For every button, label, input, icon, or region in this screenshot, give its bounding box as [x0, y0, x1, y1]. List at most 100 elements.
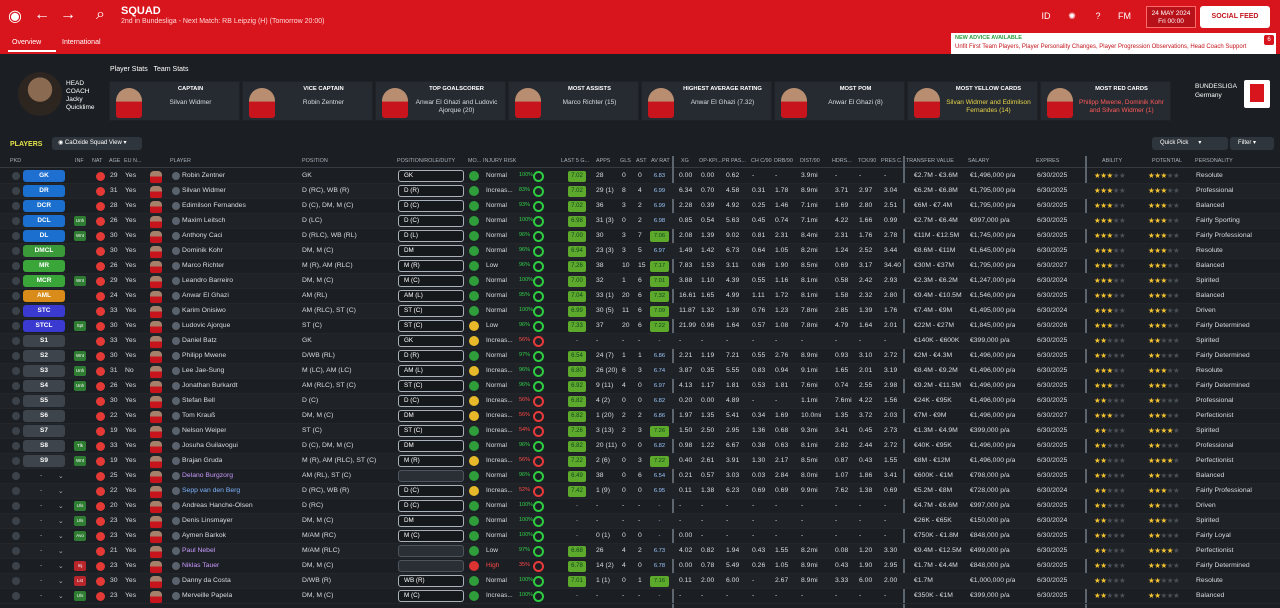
- card-value[interactable]: Anwar El Ghazi (7.32): [690, 99, 755, 106]
- nationality-flag-icon[interactable]: [96, 532, 105, 541]
- position-slot[interactable]: -: [40, 472, 43, 479]
- select-toggle[interactable]: [12, 487, 20, 495]
- role-select[interactable]: GK: [398, 170, 464, 182]
- table-row[interactable]: S5 30 Yes Stefan Bell D (C) D (C) Increas... 56…: [0, 394, 1280, 409]
- select-toggle[interactable]: [12, 562, 20, 570]
- column-header[interactable]: PR PAS...: [722, 158, 746, 164]
- player-name[interactable]: Sepp van den Berg: [182, 487, 241, 494]
- player-name[interactable]: Andreas Hanche-Olsen: [182, 502, 253, 509]
- globe-icon[interactable]: ✺: [1068, 11, 1076, 21]
- select-toggle[interactable]: [12, 202, 20, 210]
- position-slot[interactable]: S7: [23, 425, 65, 437]
- nationality-flag-icon[interactable]: [96, 322, 105, 331]
- stat-card[interactable]: HIGHEST AVERAGE RATING Anwar El Ghazi (7.…: [641, 81, 772, 121]
- nationality-flag-icon[interactable]: [96, 442, 105, 451]
- stat-card[interactable]: MOST RED CARDS Philipp Mwene, Dominik Koh…: [1040, 81, 1171, 121]
- select-toggle[interactable]: [12, 502, 20, 510]
- select-toggle[interactable]: [12, 577, 20, 585]
- card-value[interactable]: Philipp Mwene, Dominik Kohr and Silvan W…: [1079, 99, 1164, 114]
- info-badge[interactable]: Wnt: [74, 231, 86, 241]
- column-header[interactable]: ABILITY: [1102, 158, 1123, 164]
- table-row[interactable]: MCR Wnt 29 Yes Leandro Barreiro DM, M (C) M (C…: [0, 274, 1280, 289]
- position-slot[interactable]: -: [40, 592, 43, 599]
- nationality-flag-icon[interactable]: [96, 277, 105, 286]
- table-row[interactable]: - ⌄ Lst 30 Yes Danny da Costa D/WB (R) WB (R) No…: [0, 574, 1280, 589]
- stat-card[interactable]: MOST POM Anwar El Ghazi (8): [774, 81, 905, 121]
- table-row[interactable]: - ⌄ U/s 20 Yes Andreas Hanche-Olsen D (RC) D (C…: [0, 499, 1280, 514]
- advice-panel[interactable]: NEW ADVICE AVAILABLE Unfit First Team Pl…: [948, 33, 1276, 54]
- nationality-flag-icon[interactable]: [96, 337, 105, 346]
- column-header[interactable]: SALARY: [968, 158, 990, 164]
- role-select[interactable]: M (R): [398, 260, 464, 272]
- position-slot[interactable]: DCR: [23, 200, 65, 212]
- nationality-flag-icon[interactable]: [96, 202, 105, 211]
- table-row[interactable]: S8 Tlk 33 Yes Josuha Guilavogui D (C), DM, M …: [0, 439, 1280, 454]
- role-select[interactable]: [398, 545, 464, 557]
- column-header[interactable]: AV RAT: [651, 158, 670, 164]
- position-slot[interactable]: S6: [23, 410, 65, 422]
- column-header[interactable]: OP-KP/...: [699, 158, 722, 164]
- position-slot[interactable]: -: [40, 502, 43, 509]
- position-slot[interactable]: S5: [23, 395, 65, 407]
- player-name[interactable]: Denis Linsmayer: [182, 517, 233, 524]
- role-select[interactable]: M (C): [398, 275, 464, 287]
- column-header[interactable]: NAT: [92, 158, 103, 164]
- nationality-flag-icon[interactable]: [96, 352, 105, 361]
- position-slot[interactable]: S4: [23, 380, 65, 392]
- column-header[interactable]: XG: [681, 158, 689, 164]
- role-select[interactable]: [398, 560, 464, 572]
- id-label[interactable]: ID: [1041, 11, 1051, 21]
- info-badge[interactable]: Spt: [74, 321, 86, 331]
- column-header[interactable]: AST: [636, 158, 647, 164]
- chevron-down-icon[interactable]: ⌄: [58, 593, 64, 600]
- role-select[interactable]: D (R): [398, 350, 464, 362]
- nationality-flag-icon[interactable]: [96, 262, 105, 271]
- position-slot[interactable]: -: [40, 532, 43, 539]
- table-row[interactable]: - ⌄ Inj 23 Yes Niklas Tauer DM, M (C) High 35% 6.…: [0, 559, 1280, 574]
- table-row[interactable]: S2 Wnt 30 Yes Philipp Mwene D/WB (RL) D (R) Nor…: [0, 349, 1280, 364]
- role-select[interactable]: ST (C): [398, 425, 464, 437]
- player-name[interactable]: Robin Zentner: [182, 172, 226, 179]
- nationality-flag-icon[interactable]: [96, 592, 105, 601]
- table-row[interactable]: DCL Unh 26 Yes Maxim Leitsch D (LC) D (C) Norma…: [0, 214, 1280, 229]
- player-name[interactable]: Daniel Batz: [182, 337, 217, 344]
- nationality-flag-icon[interactable]: [96, 232, 105, 241]
- player-name[interactable]: Anthony Caci: [182, 232, 223, 239]
- select-toggle[interactable]: [12, 592, 20, 600]
- bundesliga-logo-icon[interactable]: [1244, 80, 1270, 108]
- position-slot[interactable]: STCL: [23, 320, 65, 332]
- table-row[interactable]: - ⌄ 22 Yes Sepp van den Berg D (RC), WB (R) D …: [0, 484, 1280, 499]
- table-row[interactable]: MR 26 Yes Marco Richter M (R), AM (RLC) M (R)…: [0, 259, 1280, 274]
- role-select[interactable]: GK: [398, 335, 464, 347]
- role-select[interactable]: DM: [398, 440, 464, 452]
- squad-view-select[interactable]: ◉ CaOxide Squad View ▾: [52, 137, 142, 150]
- nationality-flag-icon[interactable]: [96, 397, 105, 406]
- player-name[interactable]: Paul Nebel: [182, 547, 216, 554]
- player-name[interactable]: Delano Burgzorg: [182, 472, 234, 479]
- card-value[interactable]: Robin Zentner: [302, 99, 345, 106]
- player-name[interactable]: Ludovic Ajorque: [182, 322, 231, 329]
- back-icon[interactable]: ←: [34, 6, 50, 23]
- select-toggle[interactable]: [12, 517, 20, 525]
- select-toggle[interactable]: [12, 367, 20, 375]
- player-name[interactable]: Marco Richter: [182, 262, 225, 269]
- player-name[interactable]: Jonathan Burkardt: [182, 382, 238, 389]
- select-toggle[interactable]: [12, 292, 20, 300]
- tab-overview[interactable]: Overview: [12, 39, 42, 46]
- column-header[interactable]: EXPIRES: [1036, 158, 1060, 164]
- column-header[interactable]: CH C/90: [751, 158, 772, 164]
- nationality-flag-icon[interactable]: [96, 547, 105, 556]
- role-select[interactable]: D (C): [398, 485, 464, 497]
- role-select[interactable]: DM: [398, 410, 464, 422]
- column-header[interactable]: TCK/90: [858, 158, 877, 164]
- position-slot[interactable]: DCL: [23, 215, 65, 227]
- chevron-down-icon[interactable]: ⌄: [58, 548, 64, 555]
- player-name[interactable]: Leandro Barreiro: [182, 277, 234, 284]
- league-info[interactable]: BUNDESLIGA Germany: [1195, 82, 1237, 100]
- column-header[interactable]: INF: [75, 158, 84, 164]
- position-slot[interactable]: -: [40, 547, 43, 554]
- column-header[interactable]: AGE: [109, 158, 121, 164]
- info-badge[interactable]: Lst: [74, 576, 86, 586]
- select-toggle[interactable]: [12, 412, 20, 420]
- position-slot[interactable]: S1: [23, 335, 65, 347]
